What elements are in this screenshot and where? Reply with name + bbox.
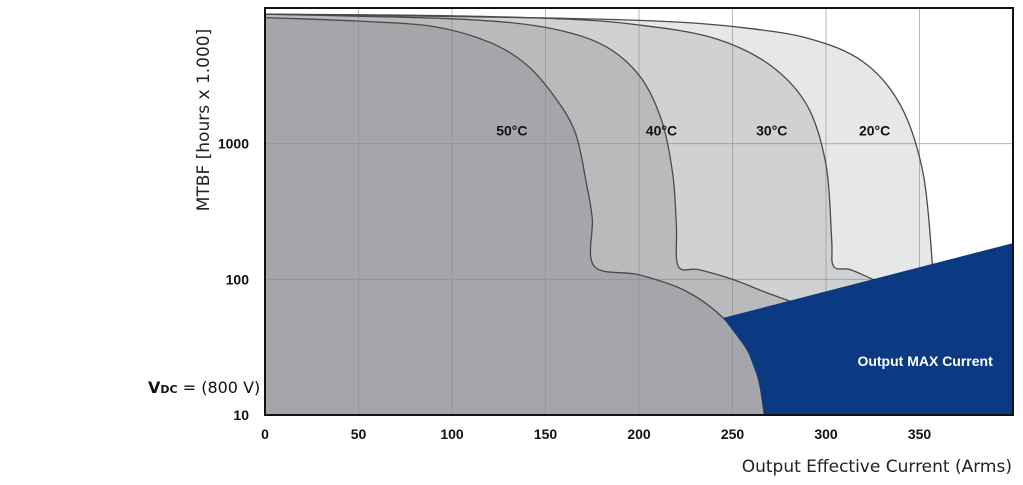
area-50c: [265, 17, 765, 415]
vdc-subscript: DC: [160, 383, 178, 396]
y-tick-label: 10: [233, 407, 249, 423]
max-current-label: Output MAX Current: [857, 353, 993, 369]
curve-label-40c: 40°C: [646, 123, 677, 139]
x-tick-label: 100: [440, 426, 464, 442]
x-tick-label: 250: [721, 426, 745, 442]
x-tick-label: 350: [908, 426, 932, 442]
max-current-area: [723, 243, 1013, 415]
vdc-note: VDC = (800 V): [148, 378, 260, 397]
x-tick-labels: 0 50 100 150 200 250 300 350: [261, 426, 931, 442]
y-tick-labels: 10 100 1000: [218, 136, 249, 423]
curve-label-50c: 50°C: [496, 123, 527, 139]
x-tick-label: 300: [814, 426, 838, 442]
x-tick-label: 50: [351, 426, 367, 442]
max-current-region: Output MAX Current: [723, 243, 1013, 415]
curve-30c: [264, 13, 898, 291]
x-tick-label: 150: [534, 426, 558, 442]
x-tick-label: 200: [627, 426, 651, 442]
plot-frame: [264, 7, 1014, 416]
x-axis-label: Output Effective Current (Arms): [742, 457, 1012, 477]
curve-40c: [264, 13, 801, 306]
y-tick-label: 1000: [218, 136, 249, 152]
y-axis-label: MTBF [hours x 1.000]: [194, 29, 214, 212]
y-tick-label: 100: [226, 271, 250, 287]
grid-lines: [265, 8, 1013, 415]
curve-label-20c: 20°C: [859, 123, 890, 139]
vdc-value: = (800 V): [182, 378, 261, 397]
vdc-symbol: V: [148, 378, 161, 397]
x-tick-label: 0: [261, 426, 269, 442]
curve-labels: 20°C 30°C 40°C 50°C: [496, 123, 890, 139]
curve-label-30c: 30°C: [756, 123, 787, 139]
